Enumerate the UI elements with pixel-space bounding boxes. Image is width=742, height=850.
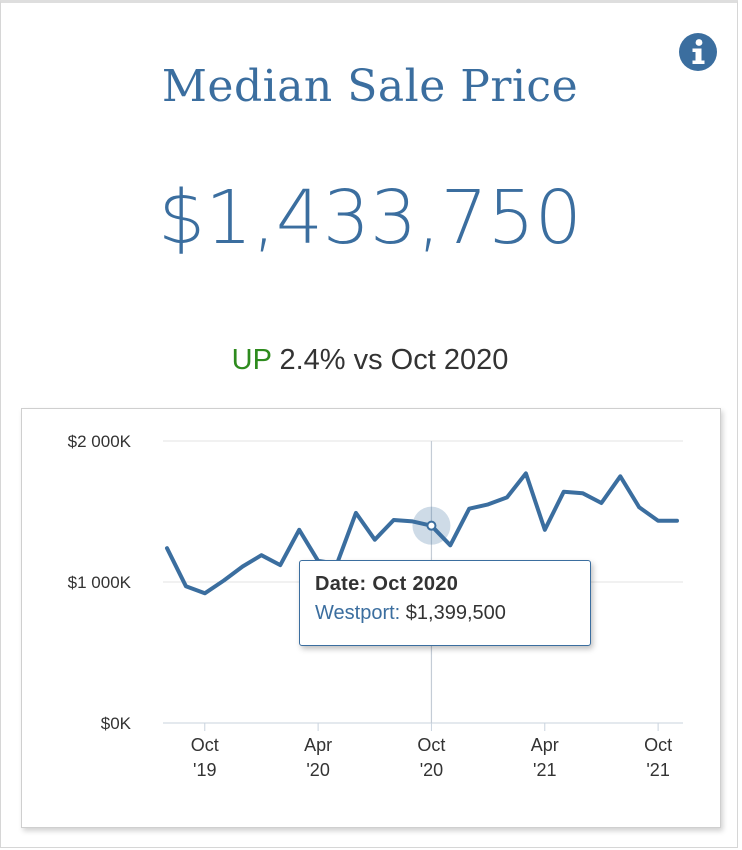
change-summary: UP 2.4% vs Oct 2020 — [1, 344, 739, 377]
axis-layer: $0K $1 000K $2 000K Oct '19 Apr '20 Oct '20 Apr '2… — [68, 432, 672, 780]
x-tick-label: Oct — [191, 735, 219, 755]
x-tick-label: Apr — [531, 735, 559, 755]
y-tick-label: $2 000K — [68, 432, 132, 451]
x-tick-label: '20 — [306, 760, 329, 780]
median-price-value: $1,433,750 — [158, 175, 582, 261]
x-tick-label: Apr — [304, 735, 332, 755]
y-tick-label: $0K — [101, 714, 132, 733]
x-tick-label: '19 — [193, 760, 216, 780]
info-icon-graphic — [679, 33, 717, 71]
change-direction: UP — [231, 344, 272, 376]
x-tick-label: Oct — [644, 735, 672, 755]
chart-tooltip: Date: Oct 2020 Westport: $1,399,500 — [299, 560, 591, 646]
card-title: Median Sale Price — [161, 61, 579, 112]
line-layer — [165, 471, 679, 596]
x-tick-label: '20 — [420, 760, 443, 780]
info-icon[interactable] — [678, 32, 718, 72]
x-tick-label: Oct — [417, 735, 445, 755]
x-tick-label: '21 — [533, 760, 556, 780]
hover-point — [426, 520, 437, 531]
tooltip-value: $1,399,500 — [405, 602, 506, 624]
tooltip-row: Westport: $1,399,500 — [315, 602, 590, 625]
y-tick-label: $1 000K — [68, 573, 132, 592]
tooltip-date: Date: Oct 2020 — [315, 573, 459, 595]
marker-layer — [412, 506, 451, 545]
series-line-westport — [165, 471, 679, 596]
tooltip-series-name: Westport: — [315, 602, 401, 624]
x-tick-label: '21 — [646, 760, 669, 780]
change-text: 2.4% vs Oct 2020 — [279, 344, 509, 376]
